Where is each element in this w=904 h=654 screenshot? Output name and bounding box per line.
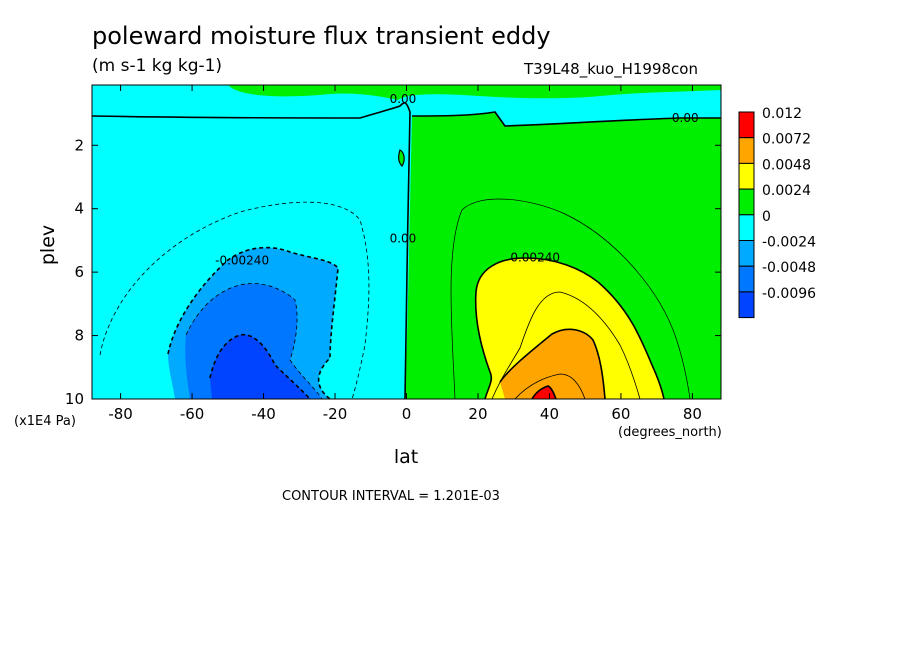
x-tick-label: -40 — [251, 405, 276, 423]
contour-label-1: 0.00 — [672, 111, 699, 125]
region-orange — [500, 329, 605, 399]
legend-label: 0 — [762, 209, 771, 225]
legend-label: -0.0096 — [762, 286, 816, 302]
legend-label: 0.012 — [762, 106, 802, 122]
small-contour — [398, 149, 405, 167]
y-tick-label: 4 — [74, 200, 84, 218]
neg-contour-3 — [185, 283, 323, 400]
region-blue-3 — [210, 334, 310, 399]
run-label: T39L48_kuo_H1998con — [524, 60, 698, 78]
neg-contour-4 — [209, 334, 311, 400]
contour-label-2: 0.00 — [390, 231, 417, 245]
contour-label-4: 0.00240 — [510, 250, 560, 264]
pos-contour-2 — [474, 257, 665, 400]
y-unit-label: (x1E4 Pa) — [14, 414, 76, 429]
pos-contour-5 — [514, 373, 586, 400]
legend-label: 0.0048 — [762, 157, 811, 173]
legend-swatch — [738, 188, 755, 216]
legend-label: 0.0024 — [762, 183, 811, 199]
x-tick-label: -80 — [108, 405, 133, 423]
legend-label: 0.0072 — [762, 132, 811, 148]
x-tick-label: 40 — [540, 405, 559, 423]
legend-swatch — [738, 162, 755, 190]
x-tick-label: 60 — [611, 405, 630, 423]
pos-contour-6 — [531, 385, 557, 400]
x-unit-label: (degrees_north) — [618, 425, 722, 440]
pos-contour-4 — [499, 328, 606, 400]
contour-label-3: -0.00240 — [215, 254, 269, 268]
region-top-green — [92, 85, 721, 100]
y-tick-label: 2 — [74, 136, 84, 154]
contour-label-0: 0.00 — [390, 92, 417, 106]
y-axis-label: plev — [37, 225, 59, 265]
neg-contour-1 — [99, 201, 370, 400]
pos-contour-1 — [450, 198, 691, 400]
x-tick-label: 80 — [683, 405, 702, 423]
chart-title: poleward moisture flux transient eddy — [92, 22, 551, 50]
legend-swatch — [738, 111, 755, 139]
y-tick-label: 10 — [65, 390, 84, 408]
x-tick-label: -20 — [323, 405, 348, 423]
zero-contour-nh — [411, 111, 721, 127]
legend-label: -0.0024 — [762, 235, 816, 251]
x-tick-label: -60 — [180, 405, 205, 423]
zero-contour — [91, 102, 411, 400]
legend-swatch — [738, 240, 755, 267]
legend-swatch — [738, 137, 755, 164]
legend-swatch — [738, 291, 755, 319]
y-tick-label: 8 — [74, 327, 84, 345]
region-red — [532, 386, 556, 399]
chart-subtitle: (m s-1 kg kg-1) — [92, 56, 223, 76]
neg-contour-2 — [167, 246, 339, 400]
contour-interval: CONTOUR INTERVAL = 1.201E-03 — [282, 489, 500, 504]
x-tick-label: 20 — [468, 405, 487, 423]
y-tick-label: 6 — [74, 263, 84, 281]
legend-swatch — [738, 214, 755, 242]
legend-swatch — [738, 265, 755, 293]
legend-label: -0.0048 — [762, 260, 816, 276]
x-tick-label: 0 — [402, 405, 412, 423]
pos-contour-3 — [491, 291, 641, 400]
x-axis-label: lat — [394, 446, 418, 468]
